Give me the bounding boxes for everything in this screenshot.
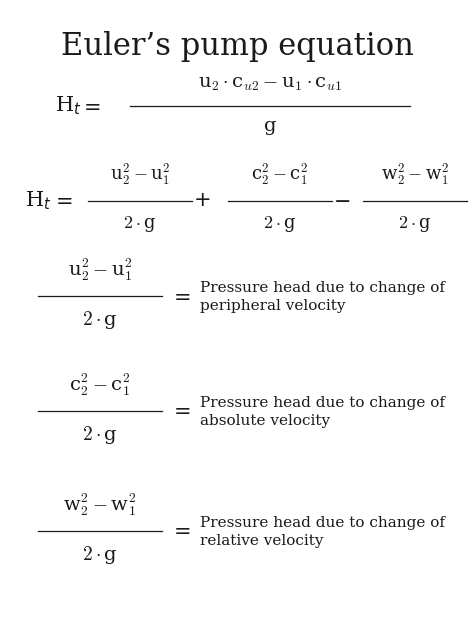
- Text: $-$: $-$: [333, 191, 351, 211]
- Text: peripheral velocity: peripheral velocity: [200, 299, 346, 313]
- Text: $+$: $+$: [193, 191, 210, 211]
- Text: $\mathregular{H}_t$: $\mathregular{H}_t$: [55, 95, 82, 117]
- Text: Pressure head due to change of: Pressure head due to change of: [200, 396, 445, 410]
- Text: $\mathregular{w}_2^2 - \mathregular{w}_1^2$: $\mathregular{w}_2^2 - \mathregular{w}_1…: [381, 163, 449, 188]
- Text: $\mathregular{c}_2^2 - \mathregular{c}_1^2$: $\mathregular{c}_2^2 - \mathregular{c}_1…: [69, 372, 131, 398]
- Text: absolute velocity: absolute velocity: [200, 414, 330, 428]
- Text: $2 \cdot \mathregular{g}$: $2 \cdot \mathregular{g}$: [82, 544, 118, 566]
- Text: Pressure head due to change of: Pressure head due to change of: [200, 516, 445, 530]
- Text: $2 \cdot \mathregular{g}$: $2 \cdot \mathregular{g}$: [398, 214, 432, 234]
- Text: relative velocity: relative velocity: [200, 534, 323, 548]
- Text: $\mathregular{w}_2^2 - \mathregular{w}_1^2$: $\mathregular{w}_2^2 - \mathregular{w}_1…: [64, 492, 137, 518]
- Text: $\mathregular{u}_2 \cdot \mathregular{c}_{u2} - \mathregular{u}_1 \cdot \mathreg: $\mathregular{u}_2 \cdot \mathregular{c}…: [198, 75, 342, 93]
- Text: $2 \cdot \mathregular{g}$: $2 \cdot \mathregular{g}$: [264, 214, 297, 234]
- Text: $2 \cdot \mathregular{g}$: $2 \cdot \mathregular{g}$: [82, 309, 118, 331]
- Text: $\mathregular{g}$: $\mathregular{g}$: [263, 119, 277, 137]
- Text: $\mathregular{c}_2^2 - \mathregular{c}_1^2$: $\mathregular{c}_2^2 - \mathregular{c}_1…: [251, 163, 309, 188]
- Text: $2 \cdot \mathregular{g}$: $2 \cdot \mathregular{g}$: [123, 214, 156, 234]
- Text: Euler’s pump equation: Euler’s pump equation: [61, 31, 413, 62]
- Text: $=$: $=$: [169, 286, 191, 305]
- Text: $=$: $=$: [79, 97, 100, 115]
- Text: $\mathregular{H}_t$: $\mathregular{H}_t$: [25, 190, 52, 212]
- Text: $\mathregular{u}_2^2 - \mathregular{u}_1^2$: $\mathregular{u}_2^2 - \mathregular{u}_1…: [68, 257, 132, 283]
- Text: $=$: $=$: [51, 191, 73, 211]
- Text: $\mathregular{u}_2^2 - \mathregular{u}_1^2$: $\mathregular{u}_2^2 - \mathregular{u}_1…: [110, 163, 170, 188]
- Text: Pressure head due to change of: Pressure head due to change of: [200, 281, 445, 295]
- Text: $2 \cdot \mathregular{g}$: $2 \cdot \mathregular{g}$: [82, 424, 118, 446]
- Text: $=$: $=$: [169, 401, 191, 420]
- Text: $=$: $=$: [169, 521, 191, 541]
